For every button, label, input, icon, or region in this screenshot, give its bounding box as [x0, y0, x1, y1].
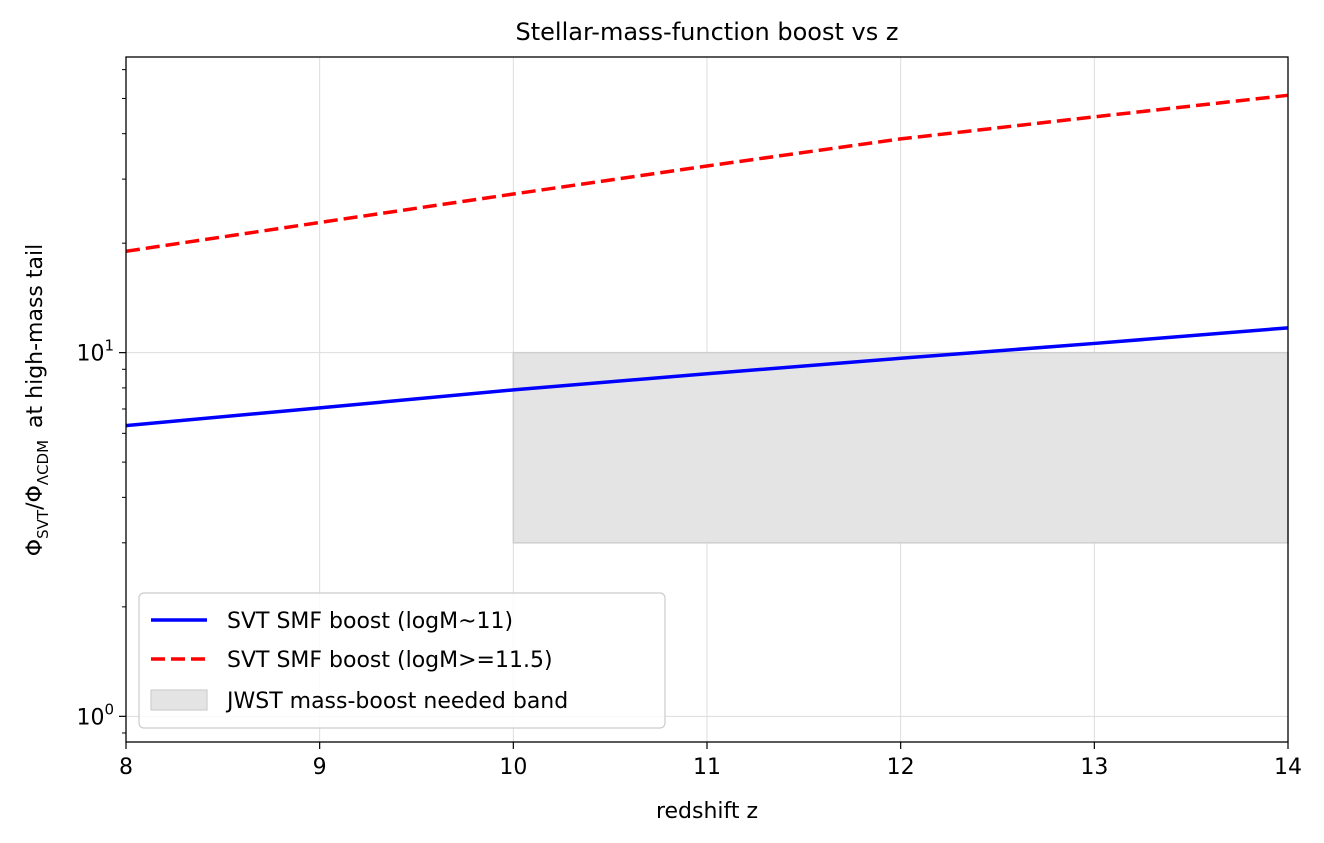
legend-swatch-band	[150, 689, 208, 711]
legend-label-2: SVT SMF boost (logM>=11.5)	[227, 648, 553, 673]
y-axis-label: ΦSVT/ΦΛCDM at high-mass tail	[23, 244, 52, 556]
x-axis-label: redshift z	[656, 799, 758, 824]
y-label-slash-phi: /Φ	[23, 485, 48, 510]
x-axis: 8 9 10 11 12 13 14	[119, 742, 1302, 780]
legend-label-1: SVT SMF boost (logM~11)	[227, 609, 513, 634]
y-tick-label: 101	[76, 337, 114, 367]
series-group	[125, 93, 1289, 428]
x-tick-label: 12	[887, 755, 915, 780]
x-tick-label: 8	[119, 755, 133, 780]
y-label-sub-lcdm: ΛCDM	[34, 440, 52, 485]
y-axis: 100 101	[76, 69, 126, 734]
y-label-sub-svt: SVT	[34, 509, 52, 539]
y-label-rest: at high-mass tail	[23, 244, 48, 428]
chart-title: Stellar-mass-function boost vs z	[516, 18, 899, 46]
x-tick-label: 10	[499, 755, 527, 780]
legend: SVT SMF boost (logM~11) SVT SMF boost (lo…	[138, 592, 666, 729]
x-tick-label: 9	[313, 755, 327, 780]
series-line-1	[125, 326, 1289, 428]
x-tick-label: 13	[1080, 755, 1108, 780]
y-tick-label: 100	[76, 700, 114, 730]
y-label-phi: Φ	[23, 539, 48, 556]
x-tick-label: 11	[693, 755, 721, 780]
x-tick-label: 14	[1274, 755, 1302, 780]
legend-label-band: JWST mass-boost needed band	[225, 689, 568, 714]
legend-box	[138, 592, 666, 729]
series-line-2	[125, 93, 1289, 254]
